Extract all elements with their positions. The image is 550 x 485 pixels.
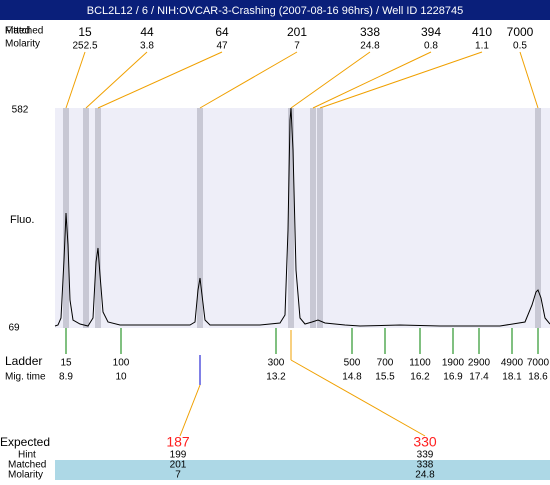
hint-label: Hint xyxy=(18,450,36,461)
matched: 201 xyxy=(170,460,187,471)
mig-time-label: Mig. time xyxy=(5,372,46,383)
ladder-size: 1100 xyxy=(409,358,431,369)
ladder-time: 14.8 xyxy=(342,372,362,383)
ladder-time: 10 xyxy=(115,372,127,383)
peak-molarity: 0.5 xyxy=(513,41,527,52)
ladder-size: 4900 xyxy=(501,358,524,369)
ladder-size: 300 xyxy=(268,358,285,369)
connector xyxy=(85,51,148,109)
peak-band xyxy=(288,108,294,328)
peak-molarity: 1.1 xyxy=(475,41,489,52)
peak-molarity: 47 xyxy=(216,41,228,52)
expected: 187 xyxy=(166,434,190,450)
peak-molarity: 3.8 xyxy=(140,41,154,52)
ladder-time: 13.2 xyxy=(266,372,286,383)
matched-band xyxy=(55,460,550,470)
expected: 330 xyxy=(413,434,437,450)
peak-band xyxy=(83,108,89,328)
y-max-label: 582 xyxy=(12,105,29,116)
plot-area xyxy=(55,108,550,328)
peak-band xyxy=(535,108,541,328)
ladder-time: 17.4 xyxy=(469,372,489,383)
peak-molarity: 0.8 xyxy=(424,41,438,52)
ladder-size: 7000 xyxy=(527,358,550,369)
connector xyxy=(290,359,426,437)
peak-band xyxy=(95,108,101,328)
connector xyxy=(519,51,539,109)
peak-band xyxy=(197,108,203,328)
title-bar xyxy=(0,0,550,20)
ladder-size: 1900 xyxy=(442,358,465,369)
hint: 339 xyxy=(417,450,434,461)
ladder-size: 15 xyxy=(60,358,72,369)
connector xyxy=(312,51,432,109)
title: BCL2L12 / 6 / NIH:OVCAR-3-Crashing (2007… xyxy=(87,5,463,17)
ladder-time: 16.2 xyxy=(410,372,430,383)
peak-size: 44 xyxy=(140,25,154,39)
peak-molarity: 24.8 xyxy=(360,41,380,52)
matched-label: Matched xyxy=(5,26,43,37)
peak-size: 394 xyxy=(421,25,441,39)
peak-size: 15 xyxy=(78,25,92,39)
connector xyxy=(199,51,298,109)
matched-label: Matched xyxy=(8,460,46,471)
peak-molarity: 252.5 xyxy=(72,41,97,52)
peak-band xyxy=(310,108,316,328)
ladder-time: 8.9 xyxy=(59,372,73,383)
ladder-time: 18.6 xyxy=(528,372,548,383)
trace xyxy=(54,107,550,327)
hint: 199 xyxy=(170,450,187,461)
ladder-label: Ladder xyxy=(5,354,42,368)
connector xyxy=(179,384,201,437)
peak-size: 201 xyxy=(287,25,307,39)
connector xyxy=(97,51,223,109)
peak-size: 410 xyxy=(472,25,492,39)
matched: 338 xyxy=(417,460,434,471)
ladder-time: 18.1 xyxy=(502,372,522,383)
molarity-label: Molarity xyxy=(8,470,43,480)
peak-size: 64 xyxy=(215,25,229,39)
peak-band xyxy=(317,108,323,328)
y-min-label: 69 xyxy=(8,323,20,334)
connector xyxy=(290,51,371,109)
peak-molarity: 7 xyxy=(294,41,300,52)
molarity: 7 xyxy=(175,470,181,480)
connector xyxy=(65,51,86,109)
fitted-label: Fitted xyxy=(5,26,30,37)
ladder-time: 15.5 xyxy=(375,372,395,383)
ladder-size: 700 xyxy=(377,358,394,369)
y-axis-label: Fluo. xyxy=(10,214,34,226)
peak-size: 338 xyxy=(360,25,380,39)
expected-label: Expected xyxy=(0,435,50,449)
ladder-size: 500 xyxy=(344,358,361,369)
connector xyxy=(319,51,483,109)
molarity-label: Molarity xyxy=(5,39,40,50)
ladder-size: 100 xyxy=(113,358,130,369)
peak-size: 7000 xyxy=(507,25,534,39)
ladder-time: 16.9 xyxy=(443,372,463,383)
molarity: 24.8 xyxy=(415,470,435,480)
molarity-band xyxy=(55,470,550,480)
ladder-size: 2900 xyxy=(468,358,491,369)
